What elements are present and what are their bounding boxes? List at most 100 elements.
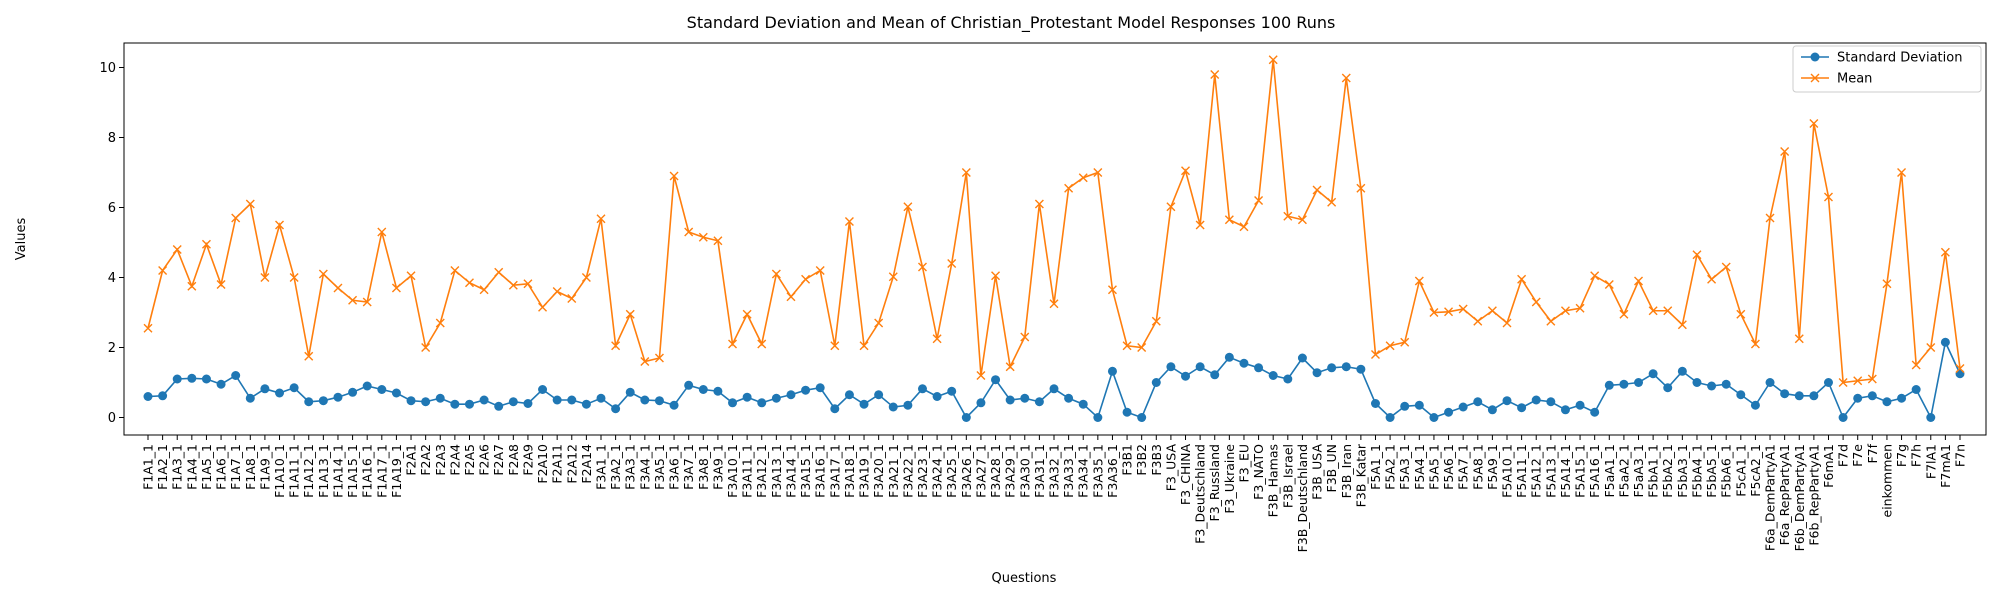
x-tick-label: F5bA1_1 bbox=[1646, 444, 1661, 498]
y-axis-label: Values bbox=[14, 218, 29, 261]
std-dev-point bbox=[421, 397, 431, 407]
std-dev-point bbox=[289, 383, 299, 393]
std-dev-point bbox=[1487, 405, 1497, 415]
plot-frame bbox=[123, 42, 1987, 436]
mean-point bbox=[991, 271, 1001, 281]
std-dev-point bbox=[757, 398, 767, 408]
mean-point bbox=[1429, 308, 1439, 317]
mean-point bbox=[1853, 376, 1863, 386]
x-tick-label: F3B1 bbox=[1120, 444, 1135, 476]
std-dev-point bbox=[1517, 403, 1527, 413]
x-tick-label: F3A35_1 bbox=[1090, 444, 1105, 498]
mean-point bbox=[494, 267, 504, 277]
x-tick-label: F3A28_1 bbox=[988, 444, 1003, 498]
mean-point bbox=[333, 283, 343, 293]
mean-point bbox=[1619, 309, 1629, 319]
x-tick-label: F5A2_1 bbox=[1383, 444, 1398, 490]
x-tick-label: F1A4_1 bbox=[184, 444, 199, 490]
mean-point bbox=[932, 334, 942, 344]
std-dev-point bbox=[684, 380, 694, 390]
x-tick-label: F2A11 bbox=[550, 444, 565, 484]
std-dev-point bbox=[742, 392, 752, 402]
mean-point bbox=[830, 341, 840, 351]
mean-point bbox=[1224, 215, 1234, 225]
std-dev-point bbox=[961, 413, 971, 422]
x-tick-label: F5A12_1 bbox=[1529, 444, 1544, 498]
mean-point bbox=[844, 217, 854, 226]
std-dev-point bbox=[611, 404, 621, 414]
x-tick-label: F3A1_1 bbox=[594, 444, 609, 490]
x-tick-label: F6a_RepPartyA1 bbox=[1777, 444, 1792, 545]
std-dev-point bbox=[406, 396, 416, 406]
x-tick-label: F2A6 bbox=[477, 444, 492, 476]
mean-point bbox=[917, 262, 927, 272]
std-dev-point bbox=[1619, 379, 1629, 389]
mean-line bbox=[147, 59, 1961, 384]
x-tick-label: F3A18_1 bbox=[842, 444, 857, 498]
x-tick-label: F1A9_1 bbox=[257, 444, 272, 490]
series-mean bbox=[143, 55, 1965, 387]
std-dev-point bbox=[1546, 397, 1556, 407]
x-tick-label: F5bA2_1 bbox=[1660, 444, 1675, 498]
std-dev-point bbox=[1034, 397, 1044, 407]
std-dev-point bbox=[1400, 401, 1410, 411]
y-tick-label: 6 bbox=[108, 201, 116, 216]
std-dev-point bbox=[1707, 381, 1717, 391]
mean-point bbox=[801, 274, 811, 284]
mean-point bbox=[1078, 173, 1088, 183]
std-dev-point bbox=[1195, 362, 1205, 372]
mean-point bbox=[260, 273, 270, 282]
std-dev-point bbox=[1444, 407, 1454, 417]
std-dev-point bbox=[654, 396, 664, 406]
x-tick-label: F2A4 bbox=[447, 444, 462, 476]
mean-point bbox=[362, 297, 372, 307]
std-dev-point bbox=[976, 398, 986, 408]
x-tick-label: F1A14_1 bbox=[330, 444, 345, 498]
x-tick-label: F5A14_1 bbox=[1558, 444, 1573, 498]
mean-point bbox=[1414, 276, 1424, 286]
x-tick-label: F1A8_1 bbox=[243, 444, 258, 490]
mean-point bbox=[464, 278, 474, 288]
x-tick-label: F3_NATO bbox=[1251, 444, 1266, 500]
mean-point bbox=[1254, 196, 1264, 205]
x-tick-label: F3B_Katar bbox=[1353, 443, 1368, 507]
mean-point bbox=[1210, 70, 1220, 79]
x-tick-label: F3A13_1 bbox=[769, 444, 784, 498]
std-dev-point bbox=[713, 386, 723, 396]
mean-point bbox=[1517, 274, 1527, 284]
x-tick-label: F3_CHINA bbox=[1178, 444, 1193, 506]
mean-point bbox=[1794, 334, 1804, 344]
x-tick-label: F1A12_1 bbox=[301, 444, 316, 498]
x-tick-label: F7e bbox=[1850, 444, 1865, 467]
std-dev-point bbox=[143, 392, 153, 401]
mean-point bbox=[479, 285, 489, 295]
std-dev-point bbox=[377, 385, 387, 394]
mean-point bbox=[158, 266, 168, 275]
mean-point bbox=[1926, 343, 1936, 352]
std-dev-point bbox=[1297, 353, 1307, 363]
std-dev-point bbox=[1341, 362, 1351, 372]
x-tick-label: F5aA1_1 bbox=[1602, 444, 1617, 498]
x-tick-label: F2A5 bbox=[462, 444, 477, 476]
x-tick-label: F6b_DemPartyA1 bbox=[1792, 444, 1807, 551]
x-tick-label: F3A34_1 bbox=[1076, 444, 1091, 498]
mean-point bbox=[1940, 247, 1950, 257]
x-tick-label: F2A9 bbox=[520, 444, 535, 476]
std-dev-point bbox=[698, 385, 708, 394]
std-dev-point bbox=[1268, 371, 1278, 380]
std-dev-point bbox=[669, 400, 679, 410]
std-dev-point bbox=[1370, 399, 1380, 408]
mean-point bbox=[1239, 222, 1249, 232]
std-dev-point bbox=[771, 393, 781, 403]
x-tick-label: F5bA4_1 bbox=[1689, 444, 1704, 498]
mean-point bbox=[1458, 304, 1468, 314]
mean-point bbox=[713, 236, 723, 246]
x-tick-label: einkommen bbox=[1879, 444, 1894, 518]
x-tick-label: F3A31_1 bbox=[1032, 444, 1047, 498]
x-tick-label: F2A14 bbox=[579, 444, 594, 484]
std-dev-point bbox=[1312, 368, 1322, 378]
mean-point bbox=[1590, 271, 1600, 281]
x-tick-label: F3B_Iran bbox=[1339, 444, 1354, 498]
x-tick-label: F3A5_1 bbox=[652, 444, 667, 490]
